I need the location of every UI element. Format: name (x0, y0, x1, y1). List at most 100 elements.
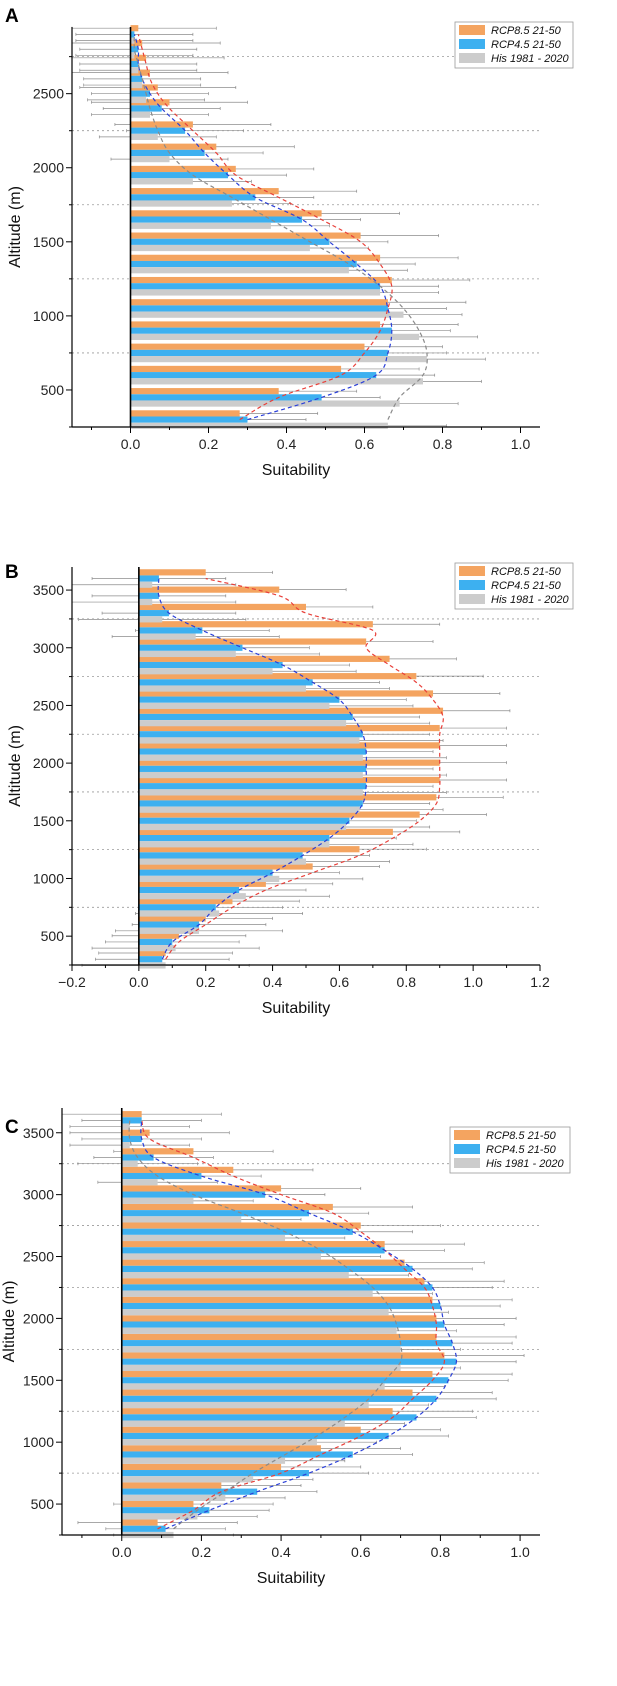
bar-rcp45 (138, 938, 173, 946)
bar-rcp85 (138, 949, 166, 957)
y-tick-label: 3500 (23, 1125, 54, 1141)
y-tick-label: 1500 (33, 813, 64, 829)
bar-rcp45 (138, 869, 273, 876)
bar-rcp85 (121, 1148, 194, 1155)
bar-his (138, 737, 360, 744)
bar-his (138, 945, 176, 952)
x-tick-label: 0.8 (431, 1544, 451, 1560)
bar-rcp85 (138, 621, 373, 628)
bar-his (130, 111, 150, 118)
bar-rcp45 (121, 1321, 445, 1328)
bar-his (138, 581, 153, 588)
bar-his (121, 1234, 286, 1242)
bar-rcp45 (130, 149, 205, 157)
panel-c: C 0.0 0.2 0.4 0.6 0.8 1.0 500 1000 1500 2000 2500 3… (1, 1108, 571, 1587)
bar-his (121, 1123, 130, 1130)
y-axis-label: Altitude (m) (1, 1281, 18, 1363)
bar-his (121, 1327, 397, 1334)
x-tick-label: 0.4 (263, 974, 283, 990)
y-tick-label: 2500 (33, 86, 64, 102)
bar-rcp45 (121, 1265, 413, 1272)
y-tick-label: 3000 (23, 1187, 54, 1203)
bar-rcp85 (121, 1333, 437, 1341)
bar-his (138, 685, 306, 692)
bar-rcp45 (138, 661, 283, 669)
bar-rcp85 (130, 343, 365, 350)
bar-rcp85 (130, 143, 217, 150)
bar-rcp45 (130, 394, 322, 401)
bar-rcp85 (138, 724, 440, 732)
legend: RCP8.5 21-50 RCP4.5 21-50 His 1981 - 2020 (454, 562, 574, 610)
bar-his (130, 378, 423, 385)
bar-rcp85 (138, 794, 437, 801)
bar-his (138, 598, 153, 606)
x-tick-label: 1.2 (530, 974, 550, 990)
legend-label: His 1981 - 2020 (491, 594, 570, 606)
bar-rcp45 (130, 327, 392, 334)
legend: RCP8.5 21-50 RCP4.5 21-50 His 1981 - 2020 (454, 21, 574, 69)
legend-label: RCP4.5 21-50 (491, 580, 562, 592)
bar-rcp85 (121, 1259, 405, 1266)
bar-rcp45 (121, 1470, 309, 1477)
bar-his (130, 156, 170, 163)
bar-his (130, 422, 388, 429)
bar-rcp45 (130, 416, 248, 423)
x-tick-label: 0.6 (355, 436, 375, 452)
bar-rcp45 (121, 1414, 417, 1421)
bar-his (121, 1216, 242, 1223)
bar-his (138, 858, 306, 865)
bar-rcp85 (121, 1203, 333, 1211)
legend-swatch (459, 25, 485, 35)
bar-rcp45 (130, 90, 150, 97)
legend-swatch (454, 1158, 480, 1168)
bar-rcp85 (138, 655, 390, 662)
bar-rcp85 (138, 863, 313, 870)
panel-label: A (5, 6, 19, 27)
bar-rcp45 (121, 1525, 166, 1532)
bar-rcp45 (138, 644, 243, 651)
bar-rcp45 (138, 904, 216, 911)
bar-his (138, 927, 200, 934)
x-tick-label: 0.4 (271, 1544, 291, 1560)
bar-rcp85 (121, 1278, 425, 1285)
x-tick-label: −0.2 (58, 974, 86, 990)
bar-his (121, 1383, 385, 1390)
bar-his (138, 823, 347, 831)
y-tick-label: 2000 (33, 755, 64, 771)
bar-rcp45 (138, 783, 367, 790)
panel-b: B −0.2 0.0 0.2 0.4 0.6 0.8 1.0 1.2 500 1000 1500 20… (5, 562, 574, 1017)
bar-his (130, 267, 349, 274)
bar-rcp45 (121, 1117, 142, 1124)
bar-his (138, 668, 273, 675)
bar-rcp85 (138, 603, 306, 611)
y-tick-label: 1000 (33, 308, 64, 324)
bar-rcp45 (121, 1377, 449, 1384)
bar-rcp85 (121, 1129, 150, 1136)
bar-rcp85 (130, 165, 236, 173)
bar-rcp45 (121, 1247, 385, 1254)
bar-his (121, 1179, 158, 1186)
bar-his (130, 289, 381, 296)
bar-rcp45 (121, 1432, 389, 1440)
bar-rcp85 (138, 638, 367, 645)
bar-rcp45 (121, 1358, 457, 1365)
bar-rcp85 (121, 1500, 194, 1508)
bar-rcp45 (138, 852, 303, 859)
bar-rcp45 (130, 127, 186, 134)
trend-curve (137, 34, 393, 421)
bar-rcp85 (138, 569, 206, 576)
bar-rcp85 (130, 254, 381, 261)
x-axis-label: Suitability (257, 1570, 325, 1587)
bar-rcp85 (121, 1445, 321, 1452)
y-tick-label: 500 (41, 382, 65, 398)
bar-rcp85 (138, 846, 360, 853)
bar-his (130, 52, 135, 59)
bar-rcp45 (138, 817, 350, 824)
bar-rcp45 (130, 46, 139, 53)
bar-rcp85 (138, 742, 440, 749)
x-axis-label: Suitability (262, 462, 330, 479)
bar-rcp45 (130, 260, 357, 268)
bar-rcp45 (130, 60, 139, 68)
bar-rcp45 (130, 194, 256, 201)
bar-rcp85 (130, 188, 279, 195)
